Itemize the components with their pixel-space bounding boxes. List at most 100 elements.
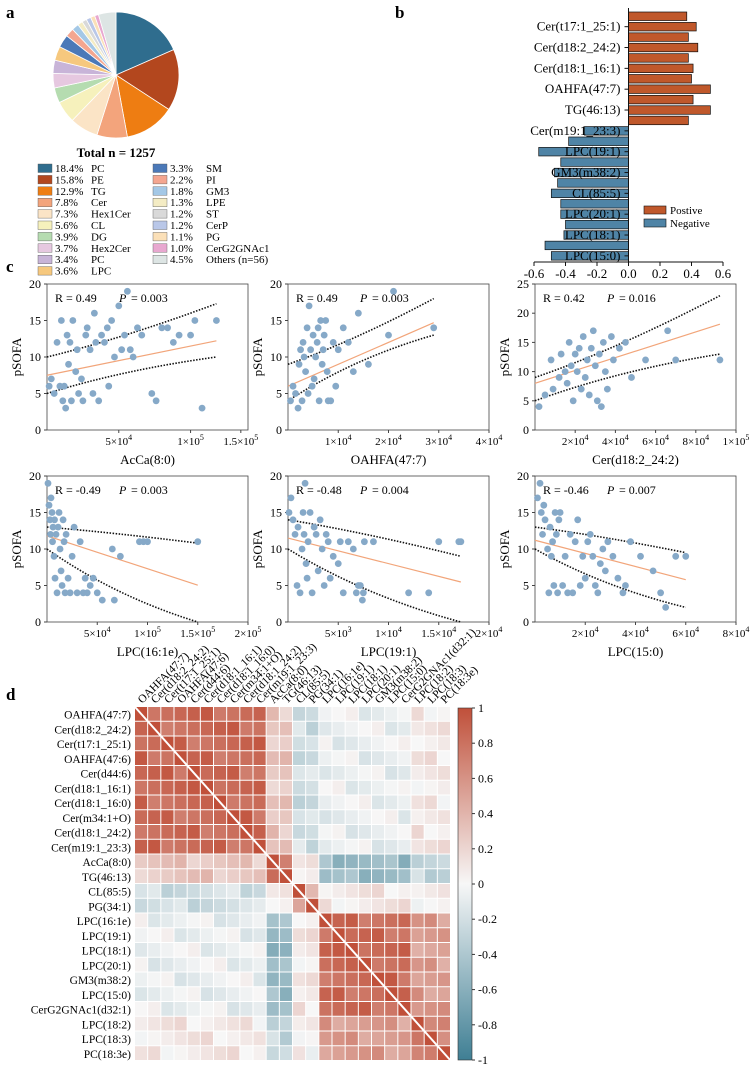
heat-cell <box>319 707 332 721</box>
heat-cell <box>306 839 319 854</box>
legend-pct: 15.8% <box>55 174 83 186</box>
heat-cell <box>240 957 253 972</box>
data-point <box>604 538 612 546</box>
data-point <box>59 397 67 405</box>
heat-cell <box>214 721 227 736</box>
heat-cell <box>411 884 424 898</box>
heat-cell <box>161 972 174 987</box>
heat-cell <box>187 869 200 883</box>
heat-cell <box>266 839 279 854</box>
heat-cell <box>240 987 253 1001</box>
data-point <box>62 404 70 412</box>
heat-cell <box>411 854 424 869</box>
heat-cell <box>345 1031 358 1046</box>
data-point <box>291 531 299 538</box>
data-point <box>86 346 94 354</box>
data-point <box>599 339 607 346</box>
heat-cell <box>358 1016 371 1031</box>
heat-cell <box>266 1016 279 1031</box>
data-point <box>83 324 91 332</box>
heat-cell <box>187 913 200 928</box>
heat-cell <box>227 795 240 810</box>
data-point <box>293 582 301 589</box>
heat-cell <box>214 839 227 854</box>
stat-r: R = -0.46 <box>543 483 589 497</box>
heat-cell <box>227 766 240 780</box>
data-point <box>64 574 72 582</box>
heat-cell <box>187 780 200 795</box>
data-point <box>327 397 335 405</box>
heat-cell <box>293 721 306 736</box>
row-label: OAHFA(47:6) <box>64 754 131 766</box>
heat-cell <box>372 736 385 751</box>
heat-cell <box>214 766 227 780</box>
heat-cell <box>319 780 332 795</box>
data-point <box>134 324 141 332</box>
heat-cell <box>161 943 174 957</box>
heat-cell <box>411 869 424 883</box>
ci-lower <box>534 353 721 402</box>
data-point <box>66 339 74 346</box>
heat-cell <box>214 736 227 751</box>
scatter-c3: 0 5 10 15 20 25 2×104 4×104 6×104 8×104 1×105 R = 0… <box>497 277 749 467</box>
legend-swatch <box>152 163 168 173</box>
data-point <box>318 545 326 553</box>
heat-cell <box>358 854 371 869</box>
y-tick-label: 5 <box>35 579 41 593</box>
heat-cell <box>200 987 213 1001</box>
plot-frame <box>534 283 737 431</box>
heat-cell <box>174 957 187 972</box>
heat-cell <box>214 1046 227 1060</box>
heat-cell <box>200 736 213 751</box>
heat-cell <box>372 869 385 883</box>
data-point <box>164 324 172 332</box>
legend-swatch <box>37 163 53 173</box>
heat-cell <box>372 780 385 795</box>
stat-p-label: P <box>359 291 368 305</box>
data-point <box>597 403 605 411</box>
heat-cell <box>161 825 174 839</box>
heat-cell <box>293 928 306 942</box>
data-point <box>144 538 151 546</box>
heat-cell <box>279 1046 292 1060</box>
legend-swatch <box>37 209 53 219</box>
heat-cell <box>266 869 279 883</box>
heat-cell <box>253 987 266 1001</box>
heat-cell <box>332 869 345 883</box>
heat-cell <box>240 780 253 795</box>
heat-cell <box>148 928 161 942</box>
heat-cell <box>148 957 161 972</box>
heat-cell <box>319 972 332 987</box>
heat-cell <box>332 780 345 795</box>
heat-cell <box>411 898 424 913</box>
bar-positive <box>628 105 711 115</box>
heat-cell <box>161 884 174 898</box>
legend-swatch <box>152 232 168 242</box>
data-point <box>573 368 581 375</box>
heat-cell <box>358 810 371 824</box>
heat-cell <box>424 987 437 1001</box>
heat-cell <box>372 839 385 854</box>
heat-cell <box>332 736 345 751</box>
data-point <box>98 331 105 339</box>
data-point <box>716 356 724 364</box>
heat-cell <box>398 810 411 824</box>
heat-cell <box>240 1031 253 1046</box>
data-point <box>287 397 294 405</box>
heat-cell <box>214 1016 227 1031</box>
heat-cell <box>398 1031 411 1046</box>
scatter-panels: 0 5 10 15 20 5×104 1×105 1.5×105 R = 0.49 P = 0.00… <box>9 277 749 659</box>
heat-cell <box>372 810 385 824</box>
heat-cell <box>319 869 332 883</box>
data-point <box>657 589 665 597</box>
data-point <box>435 538 443 546</box>
heat-cell <box>411 825 424 839</box>
bar-positive <box>628 94 694 105</box>
heat-cell <box>266 1046 279 1060</box>
heat-cell <box>332 854 345 869</box>
data-point <box>300 353 308 361</box>
heat-cell <box>372 825 385 839</box>
heat-cell <box>240 898 253 913</box>
heat-cell <box>358 1031 371 1046</box>
heat-cell <box>279 913 292 928</box>
